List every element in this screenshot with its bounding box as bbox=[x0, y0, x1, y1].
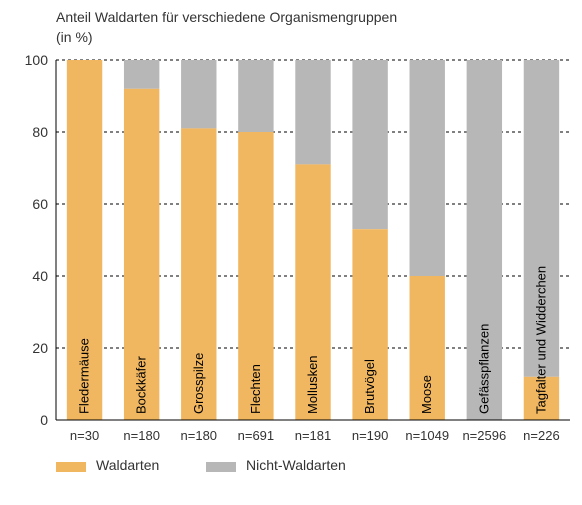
bar-nicht-waldarten bbox=[238, 60, 273, 132]
bar-label: Bockkäfer bbox=[134, 356, 149, 414]
bar-nicht-waldarten bbox=[352, 60, 387, 229]
legend-label-waldarten: Waldarten bbox=[96, 457, 159, 473]
n-label: n=226 bbox=[523, 428, 560, 443]
bar-label: Grosspilze bbox=[191, 353, 206, 414]
bar-nicht-waldarten bbox=[181, 60, 216, 128]
y-tick-label: 40 bbox=[32, 268, 48, 284]
n-label: n=180 bbox=[181, 428, 218, 443]
bar-label: Brutvögel bbox=[362, 359, 377, 414]
bar-label: Fledermäuse bbox=[77, 338, 92, 414]
bar-label: Tagfalter und Widderchen bbox=[533, 266, 548, 414]
y-tick-label: 20 bbox=[32, 340, 48, 356]
chart-title-line2: (in %) bbox=[56, 29, 93, 45]
y-tick-label: 80 bbox=[32, 124, 48, 140]
y-tick-label: 0 bbox=[40, 412, 48, 428]
chart-title-line1: Anteil Waldarten für verschiedene Organi… bbox=[56, 9, 397, 25]
y-tick-label: 60 bbox=[32, 196, 48, 212]
bar-nicht-waldarten bbox=[295, 60, 330, 164]
n-label: n=181 bbox=[295, 428, 332, 443]
n-label: n=30 bbox=[70, 428, 99, 443]
n-label: n=180 bbox=[123, 428, 160, 443]
bar-nicht-waldarten bbox=[410, 60, 445, 276]
n-label: n=190 bbox=[352, 428, 389, 443]
bar-label: Gefässpflanzen bbox=[476, 324, 491, 414]
n-label: n=2596 bbox=[462, 428, 506, 443]
legend-swatch-waldarten bbox=[56, 462, 86, 472]
bar-label: Moose bbox=[419, 375, 434, 414]
legend-swatch-nicht-waldarten bbox=[206, 462, 236, 472]
n-label: n=691 bbox=[238, 428, 275, 443]
y-tick-label: 100 bbox=[25, 52, 49, 68]
bar-label: Mollusken bbox=[305, 355, 320, 414]
legend-label-nicht-waldarten: Nicht-Waldarten bbox=[246, 457, 346, 473]
bar-nicht-waldarten bbox=[124, 60, 159, 89]
n-label: n=1049 bbox=[405, 428, 449, 443]
bar-label: Flechten bbox=[248, 364, 263, 414]
waldarten-chart: Anteil Waldarten für verschiedene Organi… bbox=[0, 0, 582, 505]
